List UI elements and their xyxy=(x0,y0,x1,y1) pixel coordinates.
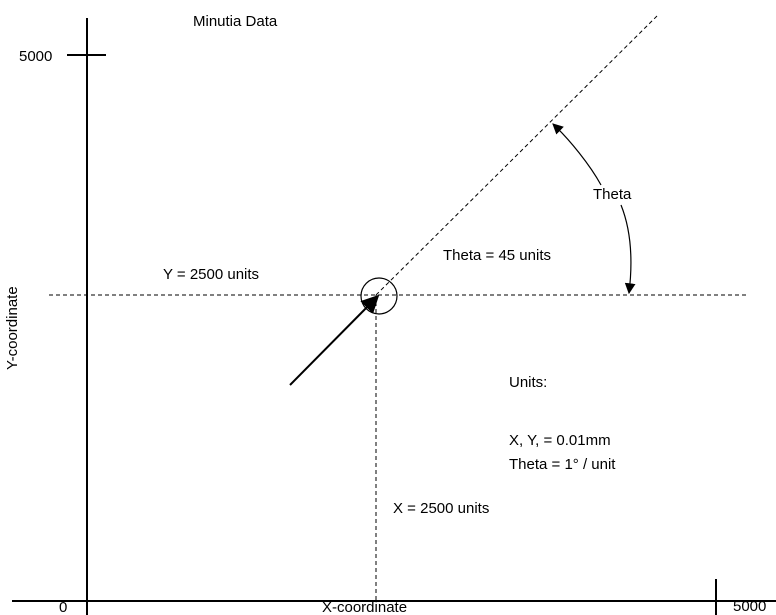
x-axis-label: X-coordinate xyxy=(322,599,407,615)
x-value-label: X = 2500 units xyxy=(393,500,489,517)
diagram-title: Minutia Data xyxy=(193,13,278,30)
y-value-label: Y = 2500 units xyxy=(163,266,259,283)
theta-arc-lower xyxy=(620,204,636,295)
y-axis-label: Y-coordinate xyxy=(4,286,21,370)
theta-direction-line xyxy=(375,13,660,296)
units-theta-label: Theta = 1° / unit xyxy=(509,456,616,473)
origin-label: 0 xyxy=(59,599,67,615)
theta-label: Theta xyxy=(593,186,632,203)
theta-value-label: Theta = 45 units xyxy=(443,247,551,264)
y-max-label: 5000 xyxy=(19,48,52,65)
units-xy-label: X, Y, = 0.01mm xyxy=(509,432,611,449)
units-heading: Units: xyxy=(509,374,547,391)
theta-arc-upper xyxy=(552,123,602,186)
x-max-label: 5000 xyxy=(733,598,766,615)
minutia-direction-arrow xyxy=(289,294,380,386)
